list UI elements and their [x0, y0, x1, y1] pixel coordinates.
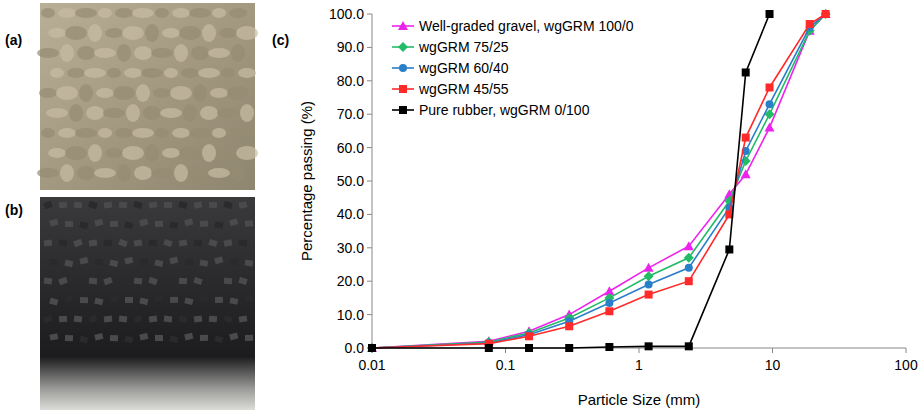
y-tick [367, 80, 372, 81]
y-tick [367, 281, 372, 282]
y-tick [367, 147, 372, 148]
data-point [821, 9, 831, 18]
y-tick-label: 30.0 [337, 240, 364, 256]
legend-marker [399, 64, 407, 72]
legend-marker [399, 85, 407, 93]
y-tick-label: 100.0 [329, 6, 364, 22]
plot-area [367, 9, 831, 353]
y-tick-label: 60.0 [337, 140, 364, 156]
photo-gravel [40, 3, 255, 190]
data-point [685, 342, 693, 350]
y-axis-title: Percentage passing (%) [298, 101, 315, 261]
series-line [372, 14, 770, 348]
data-point [605, 299, 613, 307]
y-tick-label: 90.0 [337, 39, 364, 55]
legend-marker [399, 106, 407, 114]
y-tick [367, 14, 372, 15]
data-point [368, 344, 376, 352]
photo-rubber [40, 197, 255, 410]
y-axis-line [372, 14, 373, 348]
y-tick-label: 40.0 [337, 206, 364, 222]
data-point [565, 344, 573, 352]
y-tick-label: 50.0 [337, 173, 364, 189]
y-tick-label: 20.0 [337, 273, 364, 289]
data-point [605, 343, 613, 351]
y-tick-label: 80.0 [337, 73, 364, 89]
data-point [685, 264, 693, 272]
x-tick-label: 10 [765, 357, 781, 373]
data-point [822, 10, 830, 18]
legend-label: Well-graded gravel, wgGRM 100/0 [419, 18, 634, 34]
axes: 0.010.020.030.040.050.060.070.080.090.01… [329, 6, 918, 373]
panel-label: (c) [272, 32, 289, 48]
y-tick [367, 314, 372, 315]
x-axis-title: Particle Size (mm) [578, 391, 701, 408]
photo-texture [43, 201, 253, 344]
series-line [372, 14, 826, 348]
legend-marker [398, 21, 408, 30]
series-line [372, 14, 826, 348]
data-point [525, 332, 533, 340]
data-point [684, 241, 694, 250]
data-point [742, 134, 750, 142]
data-point [645, 291, 653, 299]
data-point [525, 344, 533, 352]
x-tick [772, 348, 773, 353]
data-point [645, 342, 653, 350]
y-tick [367, 214, 372, 215]
data-point [765, 123, 775, 132]
data-point [367, 343, 377, 352]
data-point [485, 344, 493, 352]
data-point [766, 10, 774, 18]
series [367, 9, 831, 353]
series [368, 10, 830, 352]
panel-label: (a) [5, 32, 22, 48]
y-tick [367, 47, 372, 48]
data-point [368, 344, 376, 352]
data-point [725, 245, 733, 253]
series [368, 10, 774, 352]
series-line [372, 14, 826, 348]
data-point [766, 83, 774, 91]
data-point [822, 10, 830, 18]
data-point [605, 307, 613, 315]
data-point [368, 344, 376, 352]
data-point [644, 271, 654, 281]
data-point [367, 343, 377, 353]
legend-label: wgGRM 60/40 [418, 60, 509, 76]
data-point [821, 9, 831, 19]
x-tick-label: 0.1 [496, 357, 516, 373]
legend-label: Pure rubber, wgGRM 0/100 [419, 102, 590, 118]
legend-label: wgGRM 45/55 [418, 81, 509, 97]
data-point [565, 322, 573, 330]
y-tick-label: 10.0 [337, 307, 364, 323]
x-tick-label: 100 [894, 357, 918, 373]
y-tick [367, 114, 372, 115]
series [368, 10, 830, 352]
data-point [645, 281, 653, 289]
x-tick-label: 1 [635, 357, 643, 373]
series-line [372, 14, 826, 348]
panel-label: (b) [5, 202, 23, 218]
legend-label: wgGRM 75/25 [418, 39, 509, 55]
x-tick [639, 348, 640, 353]
x-tick [906, 348, 907, 353]
y-tick-label: 70.0 [337, 106, 364, 122]
y-tick-label: 0.0 [345, 340, 365, 356]
y-tick [367, 247, 372, 248]
legend: Well-graded gravel, wgGRM 100/0 wgGRM 75/… [392, 18, 634, 118]
data-point [685, 277, 693, 285]
photo-texture [37, 8, 258, 182]
legend-marker [398, 42, 408, 52]
x-tick-label: 0.01 [358, 357, 385, 373]
series [367, 9, 831, 352]
data-point [742, 68, 750, 76]
data-point [806, 20, 814, 28]
data-point [644, 263, 654, 272]
y-tick [367, 181, 372, 182]
figure: (a)(b)(c)0.010.020.030.040.050.060.070.0… [0, 0, 919, 414]
data-point [766, 100, 774, 108]
